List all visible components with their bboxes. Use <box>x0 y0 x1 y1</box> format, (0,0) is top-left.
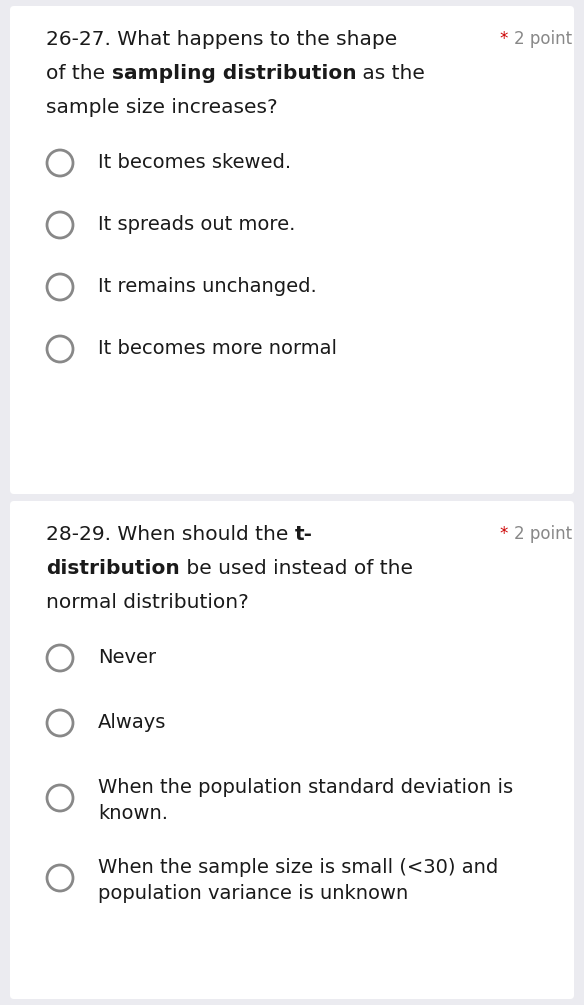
Text: *: * <box>500 30 513 48</box>
FancyBboxPatch shape <box>10 501 574 999</box>
Text: Always: Always <box>98 713 166 732</box>
Text: It remains unchanged.: It remains unchanged. <box>98 277 317 296</box>
Text: distribution: distribution <box>46 559 180 578</box>
Text: It becomes skewed.: It becomes skewed. <box>98 153 291 172</box>
Text: be used instead of the: be used instead of the <box>180 559 413 578</box>
Text: 26-27. What happens to the shape: 26-27. What happens to the shape <box>46 30 397 49</box>
Circle shape <box>47 212 73 238</box>
Text: t-: t- <box>295 525 313 544</box>
Text: 2 point: 2 point <box>514 30 572 48</box>
Circle shape <box>47 150 73 176</box>
Circle shape <box>47 865 73 891</box>
Circle shape <box>47 274 73 300</box>
Text: 28-29. When should the: 28-29. When should the <box>46 525 295 544</box>
Text: Never: Never <box>98 648 156 667</box>
Text: *: * <box>500 525 513 543</box>
Text: normal distribution?: normal distribution? <box>46 593 249 612</box>
Text: When the sample size is small (<30) and
population variance is unknown: When the sample size is small (<30) and … <box>98 858 498 902</box>
Text: sample size increases?: sample size increases? <box>46 98 277 117</box>
FancyBboxPatch shape <box>10 6 574 494</box>
Text: It becomes more normal: It becomes more normal <box>98 339 337 358</box>
Text: sampling distribution: sampling distribution <box>112 64 356 83</box>
Circle shape <box>47 710 73 736</box>
Circle shape <box>47 645 73 671</box>
Text: 2 point: 2 point <box>514 525 572 543</box>
Text: When the population standard deviation is
known.: When the population standard deviation i… <box>98 778 513 823</box>
Circle shape <box>47 785 73 811</box>
Text: of the: of the <box>46 64 112 83</box>
Circle shape <box>47 336 73 362</box>
Text: as the: as the <box>356 64 425 83</box>
Text: It spreads out more.: It spreads out more. <box>98 215 296 234</box>
